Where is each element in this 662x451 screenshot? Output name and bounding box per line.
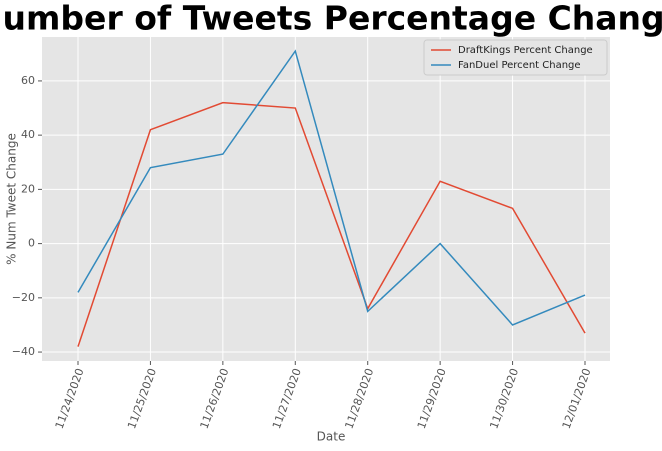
x-tick-label: 11/25/2020 xyxy=(125,367,159,431)
x-tick-label: 11/28/2020 xyxy=(342,367,376,431)
x-tick-label: 12/01/2020 xyxy=(560,367,594,431)
y-tick-label: −40 xyxy=(12,345,35,358)
plot-area xyxy=(42,37,610,361)
y-tick-label: 60 xyxy=(21,74,35,87)
legend-box xyxy=(423,39,608,76)
x-tick-label: 11/29/2020 xyxy=(415,367,449,431)
x-tick-label: 11/30/2020 xyxy=(487,367,521,431)
y-tick-label: 20 xyxy=(21,182,35,195)
x-tick-label: 11/27/2020 xyxy=(270,367,304,431)
legend-label: DraftKings Percent Change xyxy=(458,45,593,56)
x-tick-label: 11/24/2020 xyxy=(53,367,87,431)
series-line xyxy=(77,49,586,326)
y-axis-label: % Num Tweet Change xyxy=(5,133,19,265)
y-tick-label: −20 xyxy=(12,291,35,304)
chart-title: Number of Tweets Percentage Change xyxy=(0,0,662,38)
legend-label: FanDuel Percent Change xyxy=(458,60,581,71)
series-line xyxy=(77,101,586,347)
x-tick-label: 11/26/2020 xyxy=(198,367,232,431)
y-tick-label: 0 xyxy=(28,237,35,250)
x-axis-label: Date xyxy=(317,430,346,444)
y-tick-label: 40 xyxy=(21,128,35,141)
